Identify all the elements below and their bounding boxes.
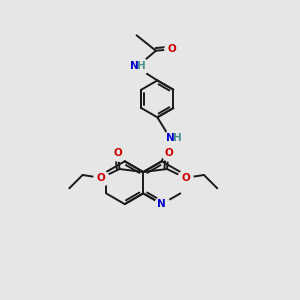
Text: H: H — [137, 61, 146, 70]
Text: O: O — [97, 173, 105, 183]
Text: O: O — [164, 148, 173, 158]
Text: N: N — [130, 61, 139, 70]
Text: N: N — [158, 199, 166, 209]
Text: O: O — [114, 148, 122, 158]
Text: O: O — [181, 173, 190, 183]
Text: H: H — [172, 133, 181, 142]
Text: N: N — [166, 133, 175, 142]
Text: O: O — [168, 44, 177, 54]
